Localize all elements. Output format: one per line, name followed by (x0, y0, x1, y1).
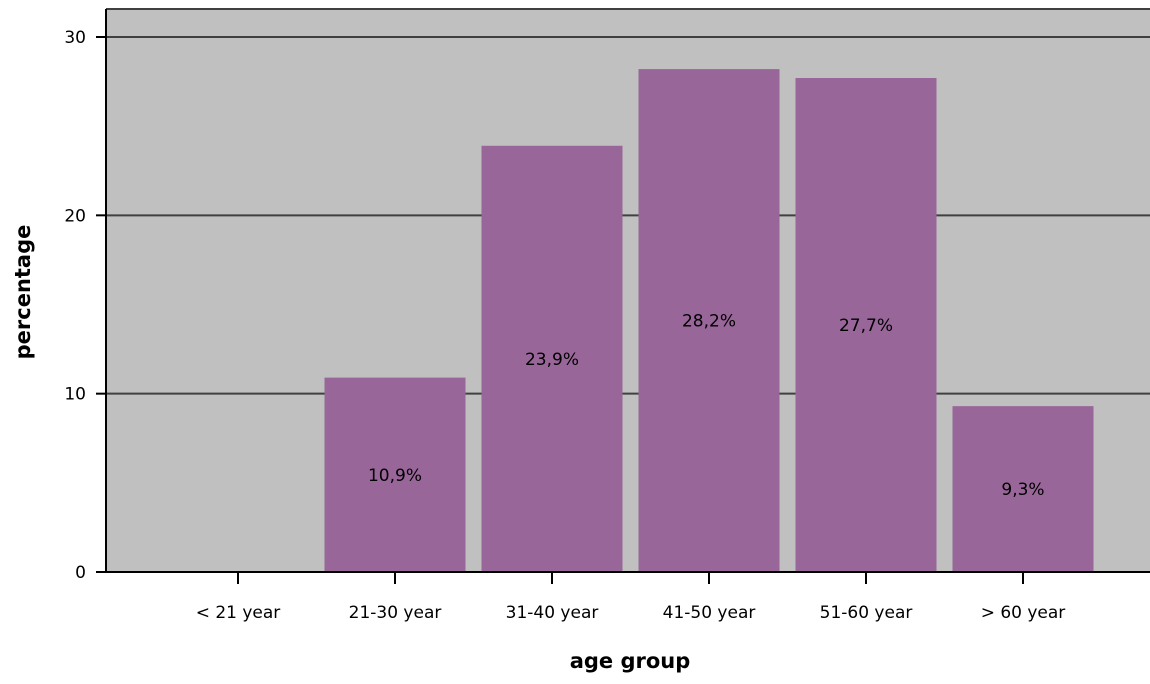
y-tick-label-1: 10 (64, 385, 86, 405)
x-tick-label-1: 21-30 year (349, 603, 442, 623)
y-axis-title: percentage (11, 225, 35, 360)
x-tick-label-5: > 60 year (981, 603, 1066, 623)
bar-4 (795, 78, 937, 573)
data-label-1: 10,9% (368, 466, 422, 486)
y-tick-label-2: 20 (64, 206, 86, 226)
bar-3 (638, 69, 780, 572)
x-tick-label-3: 41-50 year (663, 603, 756, 623)
bar-1 (324, 377, 466, 572)
axes: 0 10 20 30 < 21 year 21-30 year 31-40 year 41-5… (64, 8, 1150, 623)
x-tick-label-2: 31-40 year (506, 603, 599, 623)
bar-2 (481, 145, 623, 573)
bar-5 (952, 406, 1094, 572)
x-axis-title: age group (570, 649, 691, 673)
data-label-5: 9,3% (1001, 480, 1044, 500)
y-tick-label-0: 0 (75, 563, 86, 583)
y-tick-label-3: 30 (64, 28, 86, 48)
data-label-2: 23,9% (525, 350, 579, 370)
data-label-3: 28,2% (682, 312, 736, 332)
x-tick-label-0: < 21 year (196, 603, 281, 623)
x-tick-label-4: 51-60 year (820, 603, 913, 623)
data-label-4: 27,7% (839, 316, 893, 336)
plot-area: 10,9% 23,9% 28,2% 27,7% 9,3% (106, 9, 1150, 573)
